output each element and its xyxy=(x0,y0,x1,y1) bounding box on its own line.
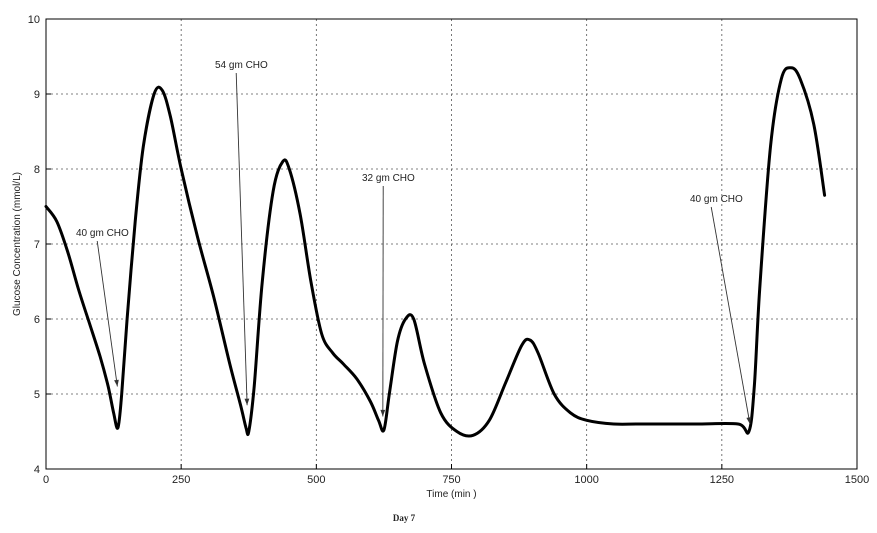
annotation-arrowhead xyxy=(746,417,752,424)
y-tick-label: 5 xyxy=(34,389,40,401)
y-tick-label: 10 xyxy=(28,14,40,26)
annotation-label: 54 gm CHO xyxy=(215,60,268,71)
annotation-arrowhead xyxy=(244,398,250,406)
glucose-series-line xyxy=(44,66,827,438)
chart-caption: Day 7 xyxy=(393,513,416,523)
annotation-arrowhead xyxy=(380,409,386,417)
x-tick-label: 500 xyxy=(307,474,325,486)
annotation-label: 40 gm CHO xyxy=(76,228,129,239)
y-tick-label: 4 xyxy=(34,464,40,476)
grid xyxy=(46,19,857,469)
y-tick-label: 7 xyxy=(34,239,40,251)
x-tick-label: 250 xyxy=(172,474,190,486)
y-axis-label: Glucose Concentration (mmol/L) xyxy=(12,172,23,316)
annotation-label: 40 gm CHO xyxy=(690,194,743,205)
annotation-label: 32 gm CHO xyxy=(362,173,415,184)
x-tick-label: 0 xyxy=(43,474,49,486)
x-tick-label: 1500 xyxy=(845,474,869,486)
x-tick-labels: 0 250 500 750 1000 1250 1500 xyxy=(43,464,869,486)
x-tick-label: 1000 xyxy=(574,474,598,486)
x-axis-label: Time (min ) xyxy=(426,489,476,500)
annotation-arrow xyxy=(96,240,118,387)
x-tick-label: 750 xyxy=(442,474,460,486)
x-tick-label: 1250 xyxy=(710,474,734,486)
y-tick-labels: 4 5 6 7 8 9 10 xyxy=(28,14,51,476)
y-tick-label: 8 xyxy=(34,164,40,176)
annotation-arrow xyxy=(235,72,248,406)
annotation-arrow xyxy=(710,206,751,425)
y-tick-label: 6 xyxy=(34,314,40,326)
annotations: 40 gm CHO 54 gm CHO 32 gm CHO 40 gm CHO xyxy=(76,60,752,425)
annotation-arrowhead xyxy=(114,379,119,387)
y-tick-label: 9 xyxy=(34,89,40,101)
